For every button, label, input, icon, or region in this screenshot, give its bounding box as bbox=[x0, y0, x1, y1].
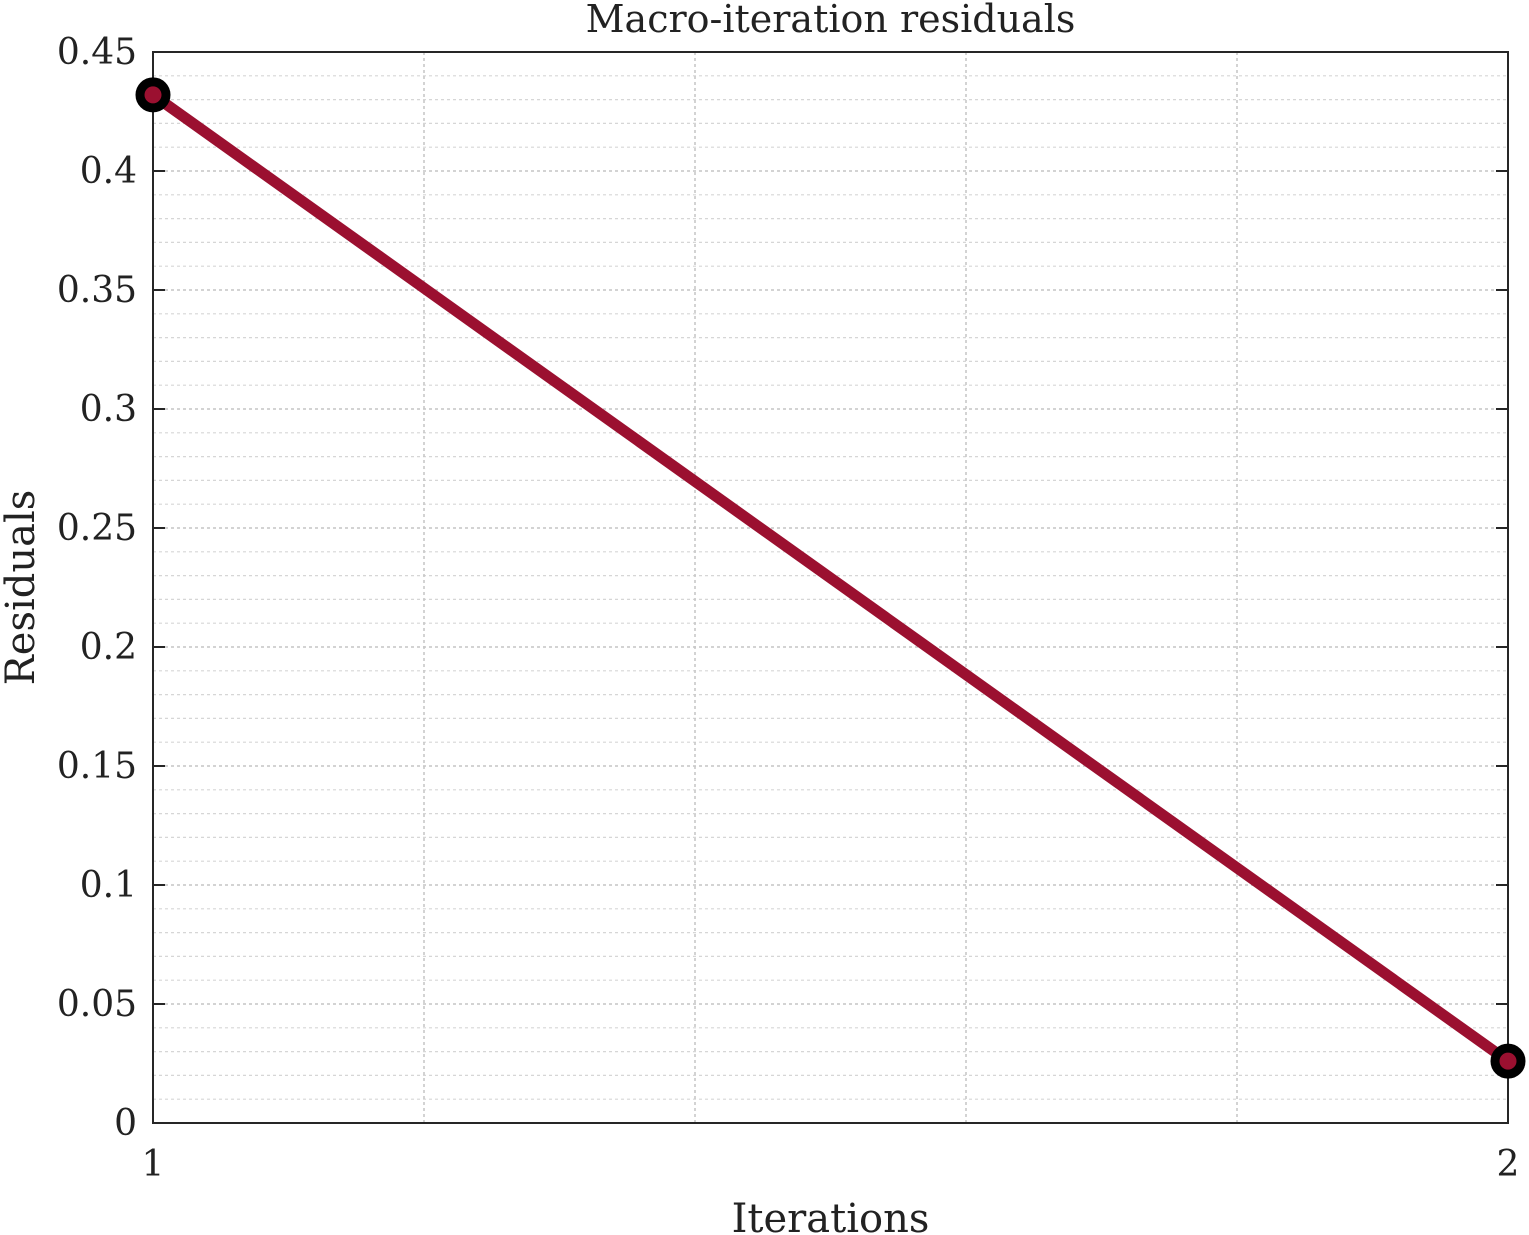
x-axis-label: Iterations bbox=[732, 1196, 930, 1235]
y-tick-label: 0.15 bbox=[57, 746, 137, 787]
y-tick-label: 0.4 bbox=[80, 151, 137, 192]
y-tick-label: 0.1 bbox=[80, 865, 137, 906]
series bbox=[135, 77, 1526, 1079]
y-tick-label: 0.45 bbox=[57, 32, 137, 73]
chart-title: Macro-iteration residuals bbox=[586, 0, 1076, 41]
tick-labels: 0 0.05 0.1 0.15 0.2 0.25 0.3 0.35 0.4 0.45 1 2 bbox=[57, 32, 1520, 1185]
y-axis-label: Residuals bbox=[0, 490, 44, 686]
y-tick-label: 0.25 bbox=[57, 508, 137, 549]
data-point bbox=[135, 77, 171, 113]
y-tick-label: 0.3 bbox=[80, 389, 137, 430]
plot-frame bbox=[152, 51, 1509, 1124]
ticks bbox=[152, 51, 1509, 1124]
y-tick-label: 0.35 bbox=[57, 270, 137, 311]
y-tick-label: 0.05 bbox=[57, 984, 137, 1025]
grid bbox=[153, 52, 1508, 1123]
y-tick-label: 0.2 bbox=[80, 627, 137, 668]
series-line bbox=[149, 90, 1512, 1066]
data-point bbox=[1490, 1043, 1526, 1079]
x-tick-label: 2 bbox=[1497, 1144, 1520, 1185]
x-tick-label: 1 bbox=[142, 1144, 165, 1185]
y-tick-label: 0 bbox=[114, 1103, 137, 1144]
